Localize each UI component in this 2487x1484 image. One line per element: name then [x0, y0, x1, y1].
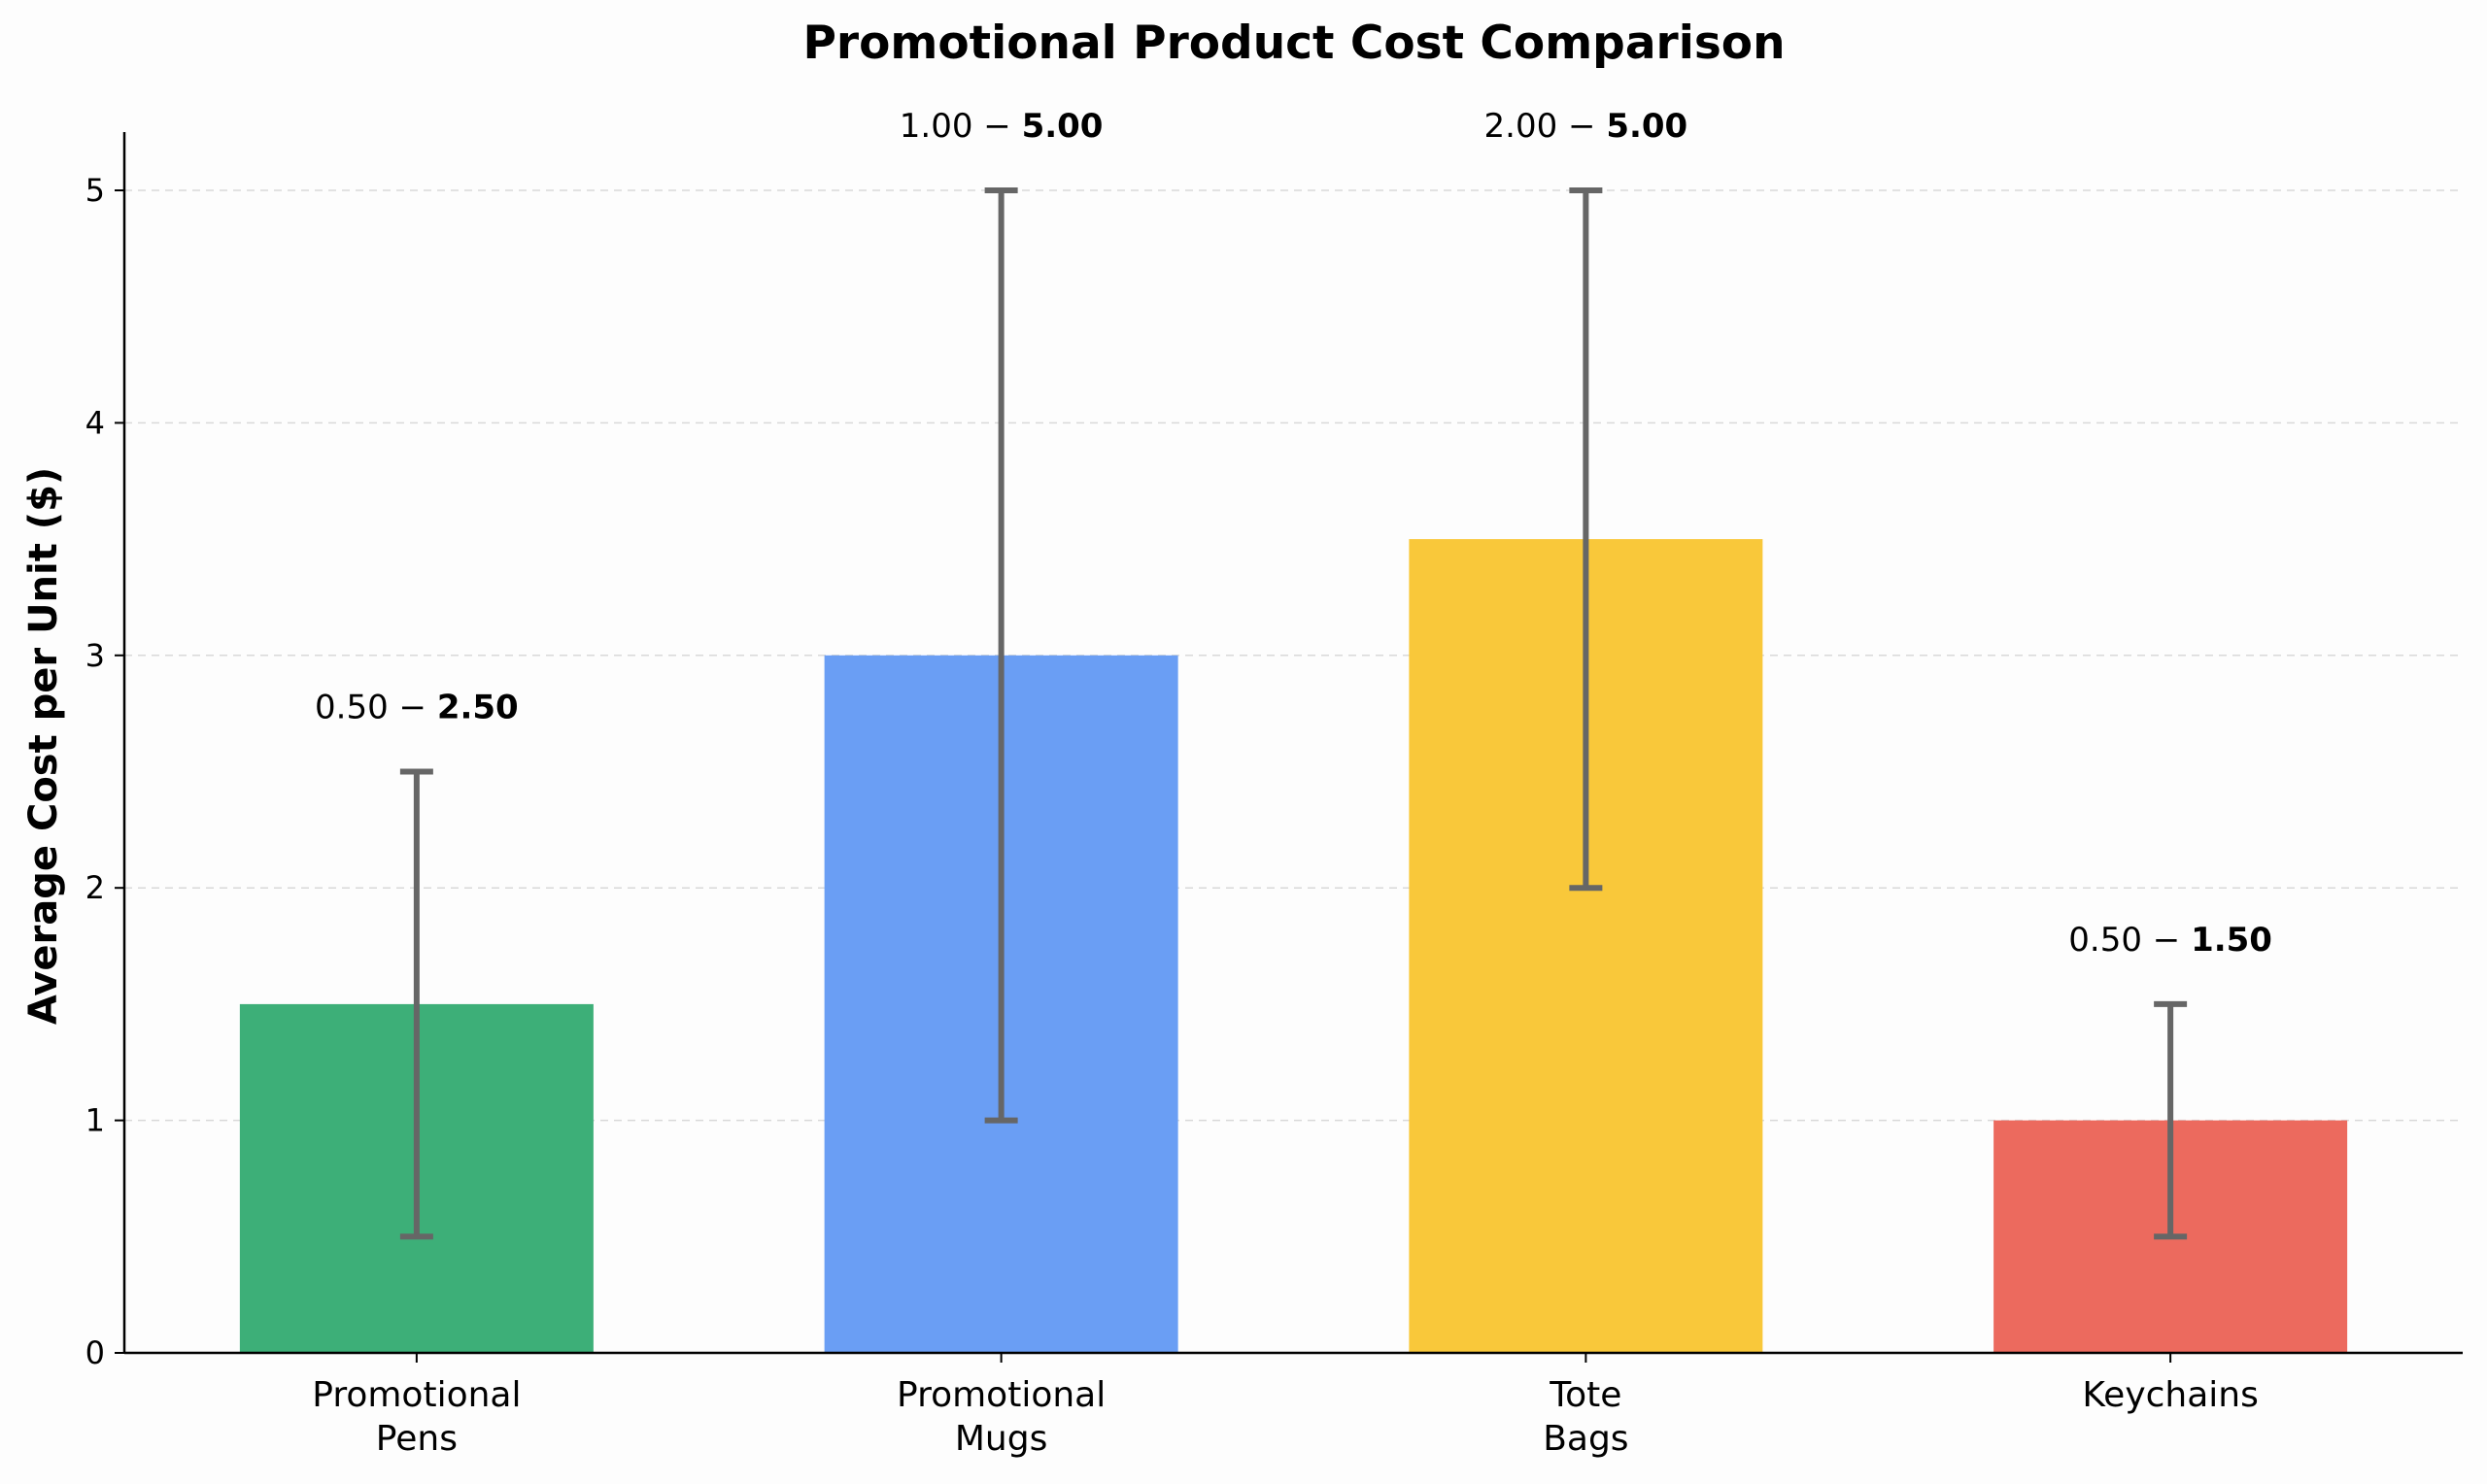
y-tick-label: 2: [85, 869, 105, 906]
x-tick-label: Mugs: [955, 1419, 1047, 1459]
x-tick-label: Promotional: [312, 1375, 521, 1415]
chart-title: Promotional Product Cost Comparison: [802, 17, 1785, 70]
range-label: 1.00 − 5.00: [900, 107, 1104, 146]
x-tick-label: Promotional: [897, 1375, 1106, 1415]
error-bars: [399, 187, 2188, 1240]
bars: [239, 539, 2348, 1353]
x-tick-label: Bags: [1543, 1419, 1628, 1459]
x-tick-label: Keychains: [2082, 1375, 2259, 1415]
y-tick-label: 0: [85, 1334, 105, 1371]
x-tick-label: Pens: [376, 1419, 458, 1459]
x-tick-label: Tote: [1549, 1375, 1621, 1415]
range-high: 5.00: [1606, 107, 1687, 146]
y-tick-label: 5: [85, 172, 105, 209]
range-label: 0.50 − 2.50: [315, 689, 519, 727]
range-label: 2.00 − 5.00: [1484, 107, 1688, 146]
range-low: 0.50 −: [315, 689, 437, 727]
y-tick-label: 4: [85, 404, 105, 441]
y-axis-label: Average Cost per Unit ($): [21, 467, 66, 1025]
y-tick-labels: 0 1 2 3 4 5: [85, 172, 105, 1371]
y-tick-label: 3: [85, 637, 105, 674]
range-high: 1.50: [2191, 921, 2272, 960]
range-label: 0.50 − 1.50: [2068, 921, 2272, 960]
range-low: 2.00 −: [1484, 107, 1607, 146]
range-low: 0.50 −: [2068, 921, 2191, 960]
gridlines: [124, 189, 2463, 1122]
range-high: 2.50: [437, 689, 519, 727]
axes: [115, 132, 2463, 1363]
range-high: 5.00: [1022, 107, 1104, 146]
range-labels: 0.50 − 2.501.00 − 5.00 2.00 − 5.000.50 − …: [315, 107, 2272, 960]
range-low: 1.00 −: [900, 107, 1022, 146]
x-tick-labels: PromotionalPensPromotionalMugsToteBagsKe…: [312, 1375, 2259, 1459]
y-tick-label: 1: [85, 1102, 105, 1139]
